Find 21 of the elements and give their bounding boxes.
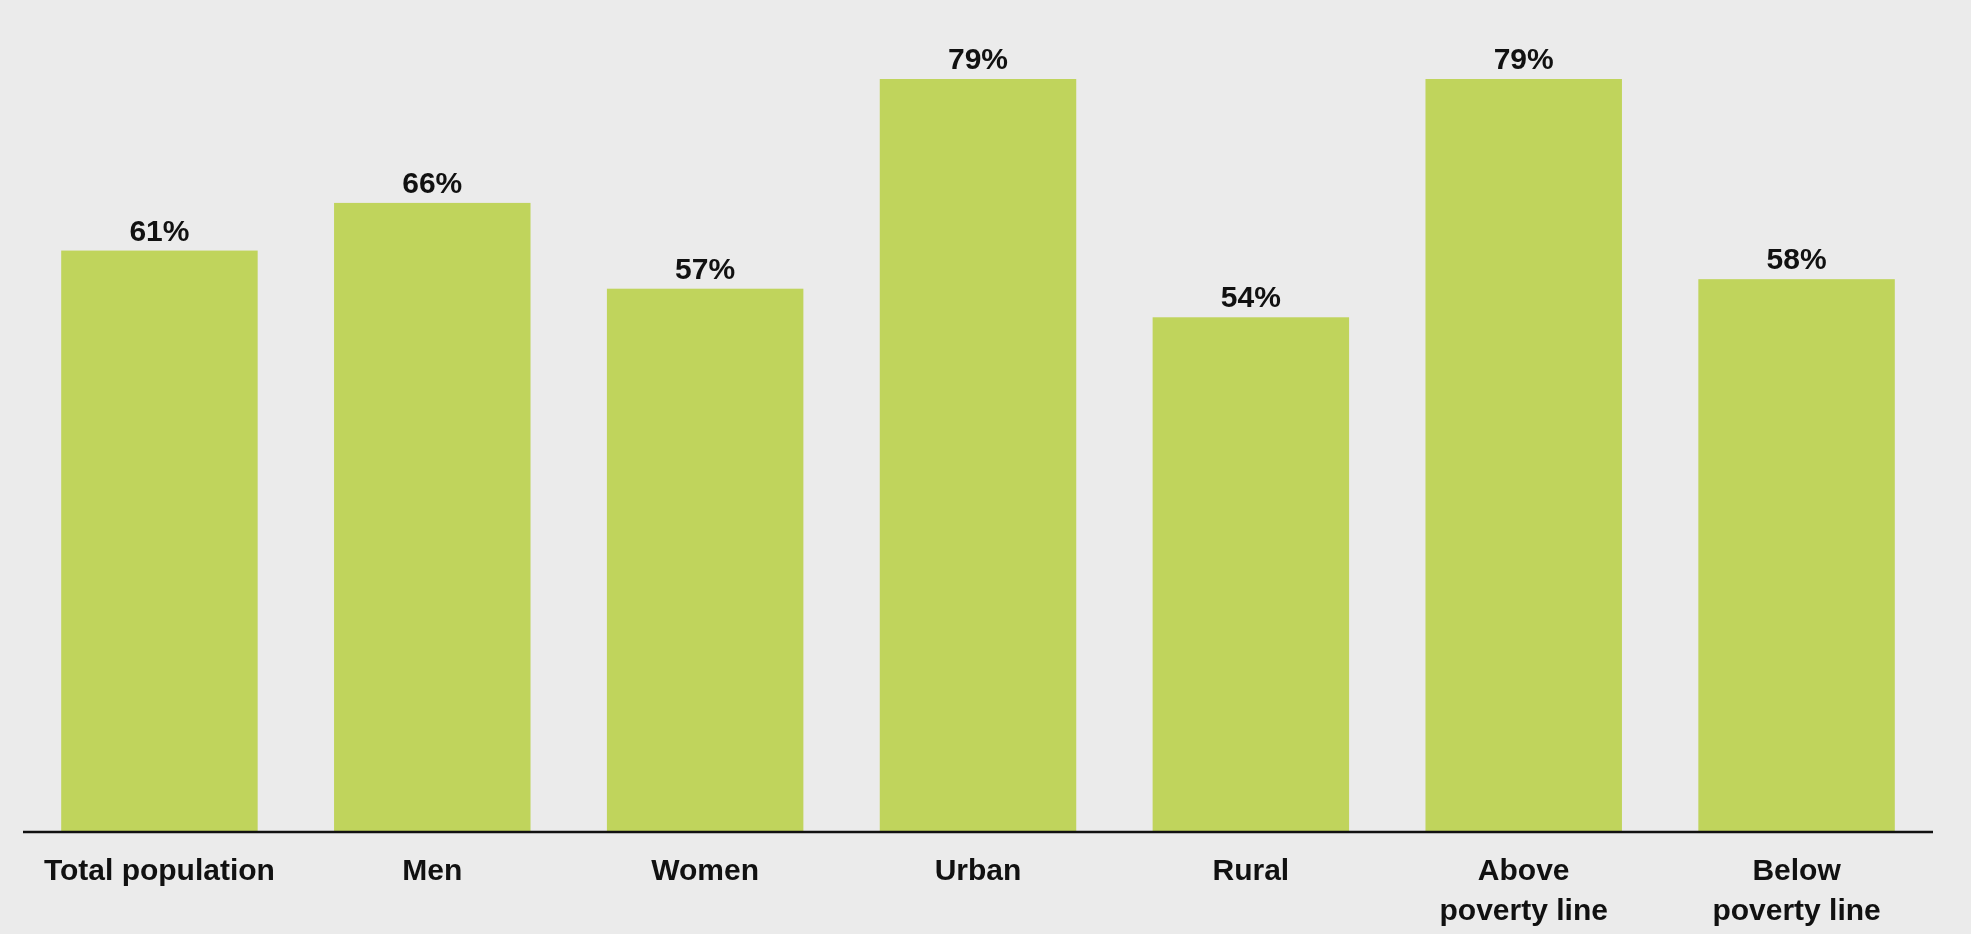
bar [61,250,258,832]
data-label: 57% [675,251,736,285]
bar [1152,317,1350,832]
data-label: 66% [402,165,463,199]
bar [879,79,1077,832]
bar [1698,279,1895,832]
x-tick-label: Women [651,853,760,886]
x-tick-label: Men [402,853,463,886]
bar [1425,79,1622,832]
bar [606,288,804,832]
data-label: 79% [1493,42,1554,75]
x-tick-label: Above poverty line [1439,853,1608,926]
x-tick-label: Below poverty line [1712,853,1881,926]
bar [334,202,531,832]
x-tick-label: Urban [934,853,1022,886]
x-tick-label: Rural [1212,853,1290,886]
data-label: 54% [1220,280,1281,314]
data-label: 79% [947,42,1009,75]
data-label: 61% [129,213,190,247]
data-label: 58% [1766,242,1827,276]
x-tick-label: Total population [43,853,275,886]
